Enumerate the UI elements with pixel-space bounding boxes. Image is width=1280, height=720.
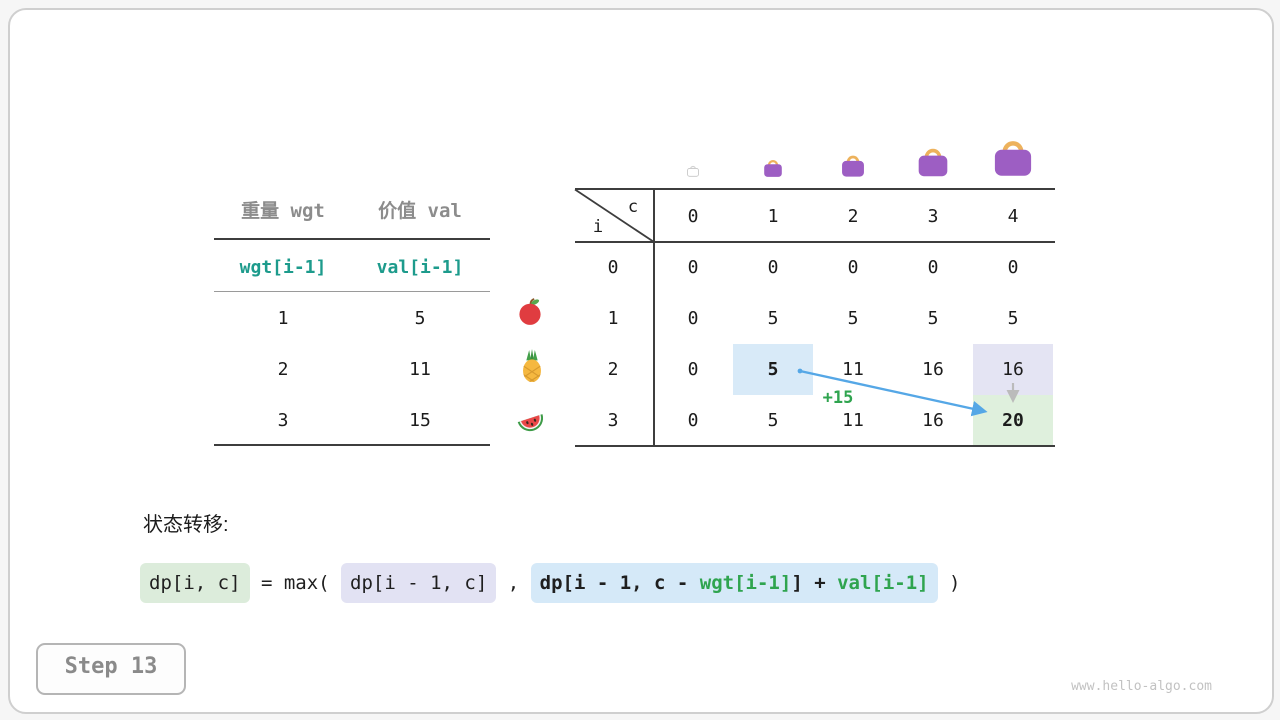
dp-axis-c-label: c	[627, 197, 639, 217]
bag-large-icon	[915, 144, 951, 178]
dp-cell-0-1: 0	[767, 257, 779, 278]
dp-cell-3-0: 0	[687, 410, 699, 431]
weights-table-rule-mid	[214, 291, 490, 292]
dp-cell-3-3: 16	[922, 410, 944, 431]
dp-cell-3-2: 11	[842, 410, 864, 431]
formula-closing: )	[937, 572, 961, 594]
dp-cell-1-4: 5	[1007, 308, 1019, 329]
dp-cell-0-0: 0	[687, 257, 699, 278]
formula-arg2-box: dp[i - 1, c - wgt[i-1]] + val[i-1]	[530, 563, 938, 603]
weights-symbol-wgt: wgt[i-1]	[239, 257, 327, 278]
weights-row-2-wgt: 3	[277, 410, 289, 431]
dp-cell-2-4: 16	[1002, 359, 1024, 380]
formula-arg2-wgt: wgt[i-1]	[699, 572, 792, 594]
pineapple-icon	[516, 349, 548, 383]
dp-table-rule-header	[575, 241, 1055, 243]
dp-row-header-2: 2	[607, 359, 619, 380]
dp-cell-1-3: 5	[927, 308, 939, 329]
formula-equals-max: = max(	[249, 572, 342, 594]
transfer-value-label: +15	[822, 388, 854, 408]
dp-cell-1-1: 5	[767, 308, 779, 329]
weights-symbol-val: val[i-1]	[376, 257, 464, 278]
dp-row-header-1: 1	[607, 308, 619, 329]
formula-title: 状态转移:	[143, 514, 229, 536]
weights-row-1-wgt: 2	[277, 359, 289, 380]
weights-row-0-wgt: 1	[277, 308, 289, 329]
formula-separator: ,	[496, 572, 531, 594]
dp-cell-0-2: 0	[847, 257, 859, 278]
watermark: www.hello-algo.com	[1071, 679, 1212, 694]
weights-row-1-val: 11	[409, 359, 431, 380]
formula-arg2-val: val[i-1]	[837, 572, 929, 594]
step-indicator: Step 13	[36, 643, 186, 695]
dp-row-header-3: 3	[607, 410, 619, 431]
dp-axis-i-label: i	[592, 217, 604, 237]
empty-bag-icon	[686, 164, 700, 177]
dp-table-rule-vertical	[653, 188, 655, 447]
dp-cell-2-3: 16	[922, 359, 944, 380]
dp-col-header-4: 4	[1007, 206, 1019, 227]
weights-row-2-val: 15	[409, 410, 431, 431]
formula-arg2-prefix: dp[i - 1, c -	[539, 572, 700, 594]
dp-cell-1-2: 5	[847, 308, 859, 329]
watermelon-icon	[515, 405, 547, 437]
formula-lhs-box: dp[i, c]	[140, 563, 250, 603]
dp-cell-3-4: 20	[1002, 410, 1024, 431]
apple-icon	[515, 296, 545, 326]
dp-cell-2-1: 5	[767, 359, 779, 380]
dp-cell-3-1: 5	[767, 410, 779, 431]
bag-small-icon	[762, 157, 784, 178]
dp-table-rule-top	[575, 188, 1055, 190]
step-indicator-label: Step 13	[64, 654, 158, 679]
formula-arg1-box: dp[i - 1, c]	[341, 563, 497, 603]
bag-xlarge-icon	[990, 135, 1036, 178]
weights-table-header-weight: 重量 wgt	[241, 200, 325, 222]
dp-cell-0-3: 0	[927, 257, 939, 278]
dp-cell-2-0: 0	[687, 359, 699, 380]
dp-row-header-0: 0	[607, 257, 619, 278]
dp-cell-2-2: 11	[842, 359, 864, 380]
bag-medium-icon	[839, 152, 867, 178]
formula-arg2-infix: ] +	[791, 572, 838, 594]
dp-cell-0-4: 0	[1007, 257, 1019, 278]
state-transition-formula: dp[i, c] = max( dp[i - 1, c] , dp[i - 1,…	[140, 563, 960, 603]
weights-table-rule-bottom	[214, 444, 490, 446]
dp-col-header-2: 2	[847, 206, 859, 227]
dp-cell-1-0: 0	[687, 308, 699, 329]
weights-row-0-val: 5	[414, 308, 426, 329]
dp-col-header-3: 3	[927, 206, 939, 227]
weights-table-header-value: 价值 val	[378, 200, 462, 222]
dp-table-rule-bottom	[575, 445, 1055, 447]
dp-col-header-1: 1	[767, 206, 779, 227]
dp-col-header-0: 0	[687, 206, 699, 227]
weights-table-rule-top	[214, 238, 490, 240]
